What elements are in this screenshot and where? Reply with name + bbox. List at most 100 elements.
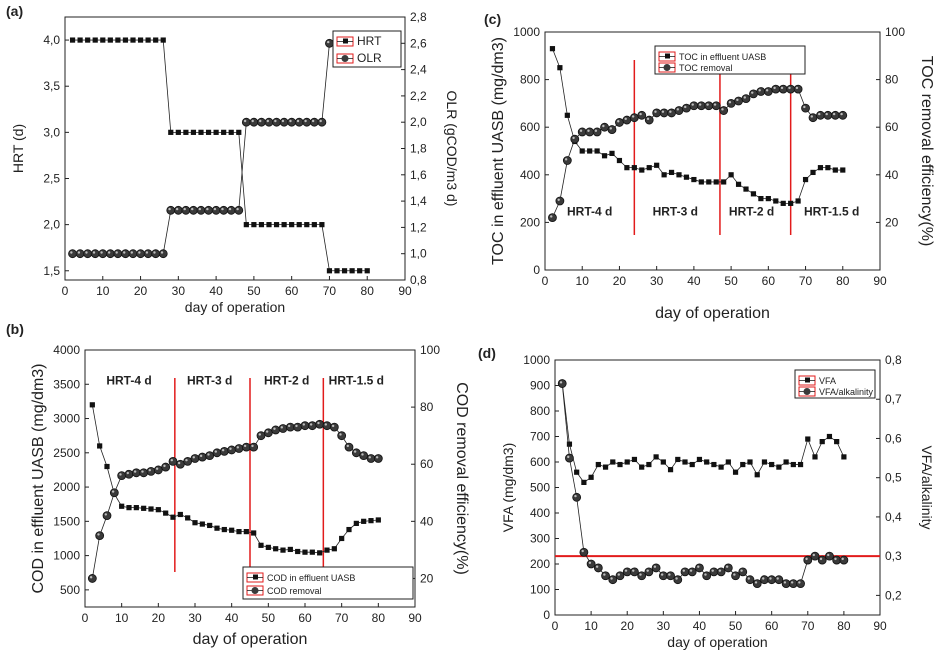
data-point-square xyxy=(718,464,724,470)
data-point-highlight xyxy=(77,251,81,254)
x-tick-label: 70 xyxy=(801,619,815,633)
data-point-highlight xyxy=(825,112,828,116)
data-point-square xyxy=(624,459,630,465)
data-point-circle xyxy=(146,466,156,476)
data-point-square xyxy=(761,459,768,465)
data-point-circle xyxy=(128,249,138,259)
legend-marker-square xyxy=(343,38,348,44)
data-point-highlight xyxy=(221,207,224,211)
data-point-circle xyxy=(366,454,376,463)
data-point-square xyxy=(273,546,279,552)
data-point-square xyxy=(302,549,308,555)
data-point-circle xyxy=(756,87,766,96)
data-point-square xyxy=(185,515,191,521)
x-axis-title: day of operation xyxy=(193,631,308,648)
data-point-highlight xyxy=(841,557,844,561)
data-point-square xyxy=(617,461,623,468)
data-point-highlight xyxy=(684,105,687,109)
y-tick-label: 4,0 xyxy=(43,33,60,47)
data-point-circle xyxy=(839,555,849,565)
x-tick-label: 90 xyxy=(873,274,887,288)
data-point-square xyxy=(706,179,712,185)
data-point-highlight xyxy=(675,577,678,580)
series-line xyxy=(561,382,845,483)
data-point-square xyxy=(304,222,310,228)
data-point-square xyxy=(698,179,704,185)
y2-axis-title: OLR (gCOD/m3 d) xyxy=(444,91,460,207)
data-point-square xyxy=(85,37,91,43)
data-point-square xyxy=(696,456,703,463)
data-point-circle xyxy=(272,117,281,127)
data-point-highlight xyxy=(192,456,195,459)
y-tick-label: 1500 xyxy=(53,514,80,528)
data-point-circle xyxy=(557,379,567,388)
data-point-highlight xyxy=(624,569,628,572)
data-point-square xyxy=(740,461,746,468)
data-point-circle xyxy=(702,571,712,581)
data-point-circle xyxy=(168,456,178,466)
data-point-square xyxy=(812,454,818,460)
data-point-square xyxy=(69,37,76,43)
x-tick-label: 70 xyxy=(335,611,349,625)
data-point-highlight xyxy=(810,115,813,118)
data-point-highlight xyxy=(765,89,769,92)
data-point-highlight xyxy=(236,446,239,449)
data-point-circle xyxy=(68,249,77,259)
data-point-highlight xyxy=(141,470,144,473)
x-tick-label: 80 xyxy=(361,284,375,298)
data-point-square xyxy=(743,186,749,192)
data-point-square xyxy=(682,459,688,465)
y-tick-label: 2,5 xyxy=(43,171,60,185)
data-point-circle xyxy=(745,575,755,585)
data-point-circle xyxy=(98,249,108,259)
data-point-square xyxy=(243,529,249,535)
data-point-highlight xyxy=(653,565,657,568)
data-point-square xyxy=(691,176,697,183)
data-point-square xyxy=(130,37,136,43)
data-point-highlight xyxy=(572,136,575,140)
x-tick-label: 0 xyxy=(552,619,559,633)
data-point-square xyxy=(236,529,242,535)
data-point-circle xyxy=(731,571,740,581)
data-point-square xyxy=(713,179,719,185)
y2-tick-label: 80 xyxy=(420,400,434,414)
x-tick-label: 80 xyxy=(836,274,850,288)
data-point-circle xyxy=(659,108,669,118)
y2-tick-label: 40 xyxy=(420,514,434,528)
data-point-circle xyxy=(674,106,684,115)
data-point-square xyxy=(221,526,227,533)
data-point-circle xyxy=(190,454,200,463)
data-point-square xyxy=(754,472,760,478)
plot-frame xyxy=(544,31,881,271)
x-axis-title: day of operation xyxy=(667,634,767,650)
data-point-circle xyxy=(680,567,690,577)
data-point-circle xyxy=(300,421,310,431)
data-point-square xyxy=(602,464,609,470)
data-point-square xyxy=(317,550,323,556)
data-point-circle xyxy=(294,117,304,127)
y2-tick-label: 2,6 xyxy=(410,36,427,50)
data-point-square xyxy=(295,548,301,555)
data-point-highlight xyxy=(97,533,100,536)
data-point-square xyxy=(639,167,645,173)
y-tick-label: 2,0 xyxy=(43,218,60,232)
data-point-square xyxy=(258,542,264,548)
data-point-highlight xyxy=(302,423,305,426)
data-point-square xyxy=(126,505,132,511)
data-point-highlight xyxy=(368,456,371,459)
data-point-square xyxy=(797,461,804,468)
data-point-highlight xyxy=(783,581,787,584)
data-point-square xyxy=(676,172,682,178)
y-tick-label: 1000 xyxy=(523,353,550,367)
data-point-circle xyxy=(801,103,810,113)
data-point-highlight xyxy=(818,112,821,116)
x-tick-label: 80 xyxy=(837,619,851,633)
x-tick-label: 70 xyxy=(323,284,337,298)
data-point-square xyxy=(175,129,181,135)
legend-marker-square xyxy=(665,53,670,59)
data-point-highlight xyxy=(740,569,743,572)
data-point-highlight xyxy=(631,115,635,118)
data-point-highlight xyxy=(259,119,262,123)
x-tick-label: 0 xyxy=(62,284,69,298)
data-point-circle xyxy=(241,442,251,452)
